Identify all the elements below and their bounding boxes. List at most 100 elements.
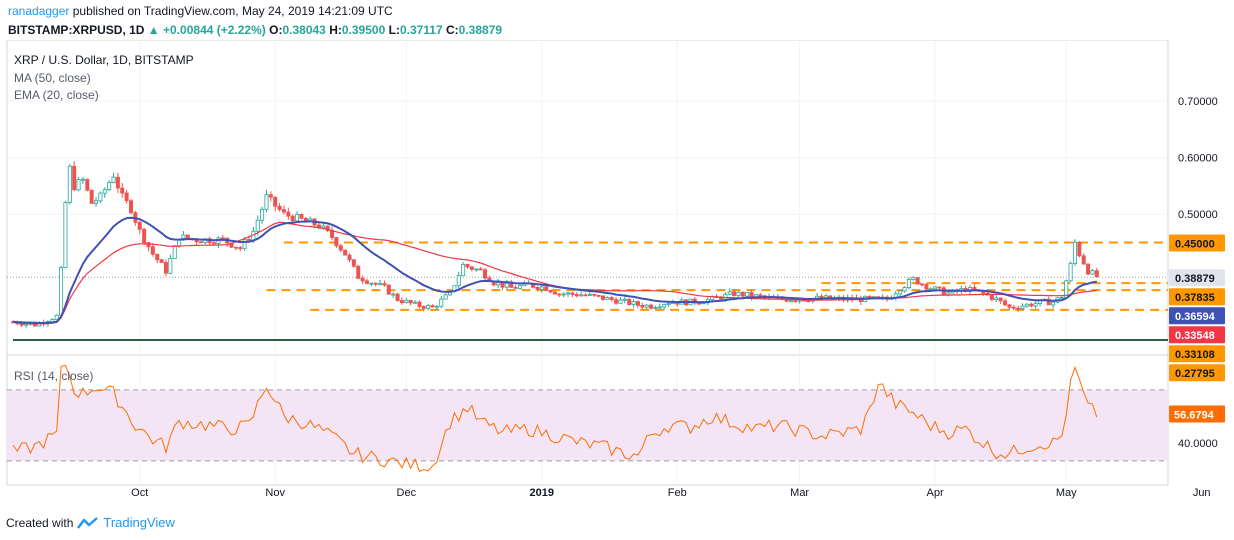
candle-body bbox=[592, 293, 597, 296]
candle-body bbox=[1003, 300, 1008, 306]
x-tick-label: Feb bbox=[668, 487, 687, 499]
author-link[interactable]: ranadagger bbox=[8, 4, 70, 18]
candle-body bbox=[98, 192, 103, 202]
candle-body bbox=[736, 291, 741, 296]
candle-body bbox=[233, 246, 238, 249]
price-axis-label-box bbox=[1169, 326, 1225, 344]
rsi-band bbox=[7, 389, 1168, 461]
candle-body bbox=[579, 294, 584, 297]
price-axis-label: 0.38879 bbox=[1175, 273, 1215, 285]
candle-body bbox=[426, 305, 431, 309]
candle-body bbox=[124, 192, 129, 202]
close-value: 0.38879 bbox=[458, 23, 503, 37]
price-axis-label-box bbox=[1169, 288, 1225, 306]
candle-body bbox=[509, 282, 514, 288]
candle-body bbox=[115, 176, 120, 189]
candle-body bbox=[168, 258, 173, 274]
candle-body bbox=[500, 282, 505, 288]
candle-body bbox=[1020, 305, 1025, 309]
published-text: published on TradingView.com, May 24, 20… bbox=[72, 4, 393, 18]
candle-body bbox=[268, 194, 273, 198]
change-value: +0.00844 (+2.22%) bbox=[163, 23, 266, 37]
candle-body bbox=[793, 300, 798, 303]
candle-body bbox=[163, 262, 168, 274]
candle-body bbox=[1077, 241, 1082, 257]
candle-body bbox=[80, 178, 85, 181]
candle-body bbox=[465, 264, 470, 268]
price-axis-label: 0.45000 bbox=[1175, 239, 1215, 251]
candle-body bbox=[898, 290, 903, 295]
x-tick-label: Nov bbox=[265, 487, 285, 499]
candle-body bbox=[128, 200, 133, 214]
price-axis-label-box bbox=[1169, 345, 1225, 363]
candle-body bbox=[806, 300, 811, 303]
candle-body bbox=[146, 242, 151, 248]
candle-body bbox=[111, 176, 116, 184]
candle-body bbox=[378, 283, 383, 285]
candle-body bbox=[386, 284, 391, 295]
candle-body bbox=[434, 305, 439, 308]
candle-body bbox=[456, 275, 461, 287]
candle-body bbox=[461, 264, 466, 277]
candle-body bbox=[627, 298, 632, 305]
candle-body bbox=[1081, 255, 1086, 265]
price-axis-label-box bbox=[1169, 234, 1225, 252]
candle-body bbox=[290, 215, 295, 222]
candle-body bbox=[1029, 303, 1034, 307]
candle-body bbox=[1072, 241, 1077, 264]
candle-body bbox=[242, 239, 247, 250]
candle-body bbox=[1090, 270, 1095, 275]
candle-body bbox=[150, 246, 155, 255]
candle-body bbox=[198, 241, 203, 244]
candle-body bbox=[413, 301, 418, 304]
price-tick-label: 0.50000 bbox=[1178, 209, 1218, 221]
candle-body bbox=[618, 299, 623, 304]
candle-body bbox=[548, 290, 553, 293]
candle-body bbox=[382, 283, 387, 286]
candle-body bbox=[867, 295, 872, 298]
candle-body bbox=[915, 277, 920, 285]
candle-body bbox=[600, 295, 605, 300]
candle-body bbox=[989, 294, 994, 300]
price-axis-label: 0.37835 bbox=[1175, 292, 1215, 304]
candle-body bbox=[120, 187, 125, 194]
candle-body bbox=[788, 300, 793, 303]
high-value: 0.39500 bbox=[341, 23, 386, 37]
chart-container[interactable]: Oct Nov Dec 2019 Feb Mar Apr May Jun 0.70000 0.600… bbox=[0, 39, 1234, 515]
price-axis-label-box bbox=[1169, 269, 1225, 287]
candle-body bbox=[142, 228, 147, 244]
candle-body bbox=[1059, 297, 1064, 300]
candle-body bbox=[758, 294, 763, 297]
indicator-legend: MA (50, close) bbox=[14, 71, 91, 85]
candle-body bbox=[391, 293, 396, 296]
candle-body bbox=[439, 298, 444, 307]
candle-body bbox=[102, 189, 107, 194]
x-tick-label: 2019 bbox=[530, 487, 554, 499]
candle-body bbox=[906, 279, 911, 288]
candle-body bbox=[544, 286, 549, 291]
rsi-line bbox=[12, 364, 1098, 472]
candle-body bbox=[570, 292, 575, 295]
candle-body bbox=[596, 294, 601, 297]
tradingview-brand[interactable]: TradingView bbox=[103, 515, 175, 530]
candle-body bbox=[657, 306, 662, 309]
candle-body bbox=[277, 205, 282, 210]
x-tick-label: Oct bbox=[131, 487, 148, 499]
candle-body bbox=[614, 299, 619, 304]
price-axis-label: 0.33108 bbox=[1175, 349, 1215, 361]
rsi-tick-label: 40.0000 bbox=[1178, 438, 1218, 450]
price-axis-label: 0.27795 bbox=[1175, 368, 1215, 380]
candle-body bbox=[107, 182, 112, 191]
candle-body bbox=[343, 249, 348, 256]
candle-body bbox=[417, 301, 422, 307]
candle-body bbox=[1033, 303, 1038, 307]
candle-body bbox=[513, 287, 518, 289]
candle-body bbox=[482, 269, 487, 279]
candle-body bbox=[395, 293, 400, 301]
candle-body bbox=[246, 239, 251, 241]
candle-body bbox=[583, 294, 588, 297]
candle-body bbox=[587, 293, 592, 296]
candle-body bbox=[539, 286, 544, 290]
price-chart[interactable]: Oct Nov Dec 2019 Feb Mar Apr May Jun 0.70000 0.600… bbox=[0, 39, 1234, 510]
price-tick-label: 0.70000 bbox=[1178, 96, 1218, 108]
